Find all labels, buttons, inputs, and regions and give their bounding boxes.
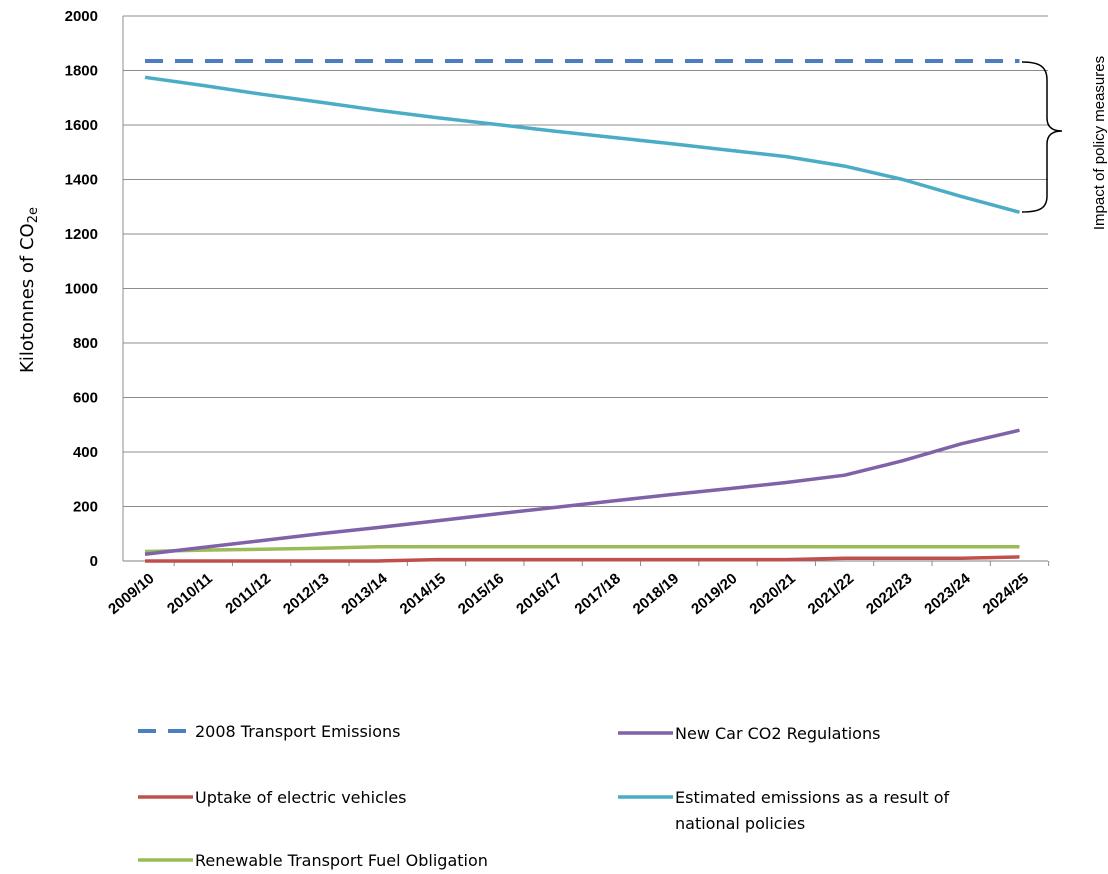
y-tick-label: 600 <box>73 390 98 407</box>
series-line <box>144 428 1020 556</box>
y-tick-label: 1200 <box>65 226 98 243</box>
x-tick-label: 2011/12 <box>222 570 274 617</box>
y-tick-label: 200 <box>73 499 98 516</box>
x-tick-label: 2020/21 <box>746 570 798 618</box>
x-tick-label: 2018/19 <box>630 570 682 618</box>
series-line <box>144 545 1020 554</box>
legend: 2008 Transport Emissions New Car CO2 Regu… <box>138 722 950 870</box>
series-lines <box>144 59 1020 563</box>
impact-brace <box>1021 61 1063 213</box>
x-tick-label: 2019/20 <box>688 570 740 618</box>
y-tick-label: 400 <box>73 444 98 461</box>
y-tick-label: 1000 <box>65 281 98 298</box>
legend-item: Estimated emissions as a result of nation… <box>618 788 950 833</box>
y-axis-ticks: 0 200 400 600 800 1000 1200 1400 1600 1800 2000 <box>65 8 98 570</box>
x-tick-label: 2022/23 <box>863 570 915 618</box>
legend-item: Renewable Transport Fuel Obligation <box>138 851 488 870</box>
legend-item: 2008 Transport Emissions <box>138 722 401 741</box>
x-tick-label: 2010/11 <box>164 570 216 617</box>
legend-label: 2008 Transport Emissions <box>195 722 401 741</box>
legend-label-line2: national policies <box>675 814 805 833</box>
legend-label: Uptake of electric vehicles <box>195 788 407 807</box>
y-tick-label: 0 <box>90 553 98 570</box>
x-tick-label: 2017/18 <box>571 570 623 618</box>
x-tick-label: 2012/13 <box>280 570 332 618</box>
y-tick-label: 2000 <box>65 8 98 25</box>
y-axis-label: Kilotonnes of CO2e <box>17 207 41 373</box>
series-line <box>144 75 1020 214</box>
legend-label: New Car CO2 Regulations <box>675 724 880 743</box>
gridlines <box>122 15 1048 562</box>
y-tick-label: 1400 <box>65 172 98 189</box>
x-tick-label: 2015/16 <box>455 570 507 618</box>
x-tick-label: 2009/10 <box>105 570 157 618</box>
legend-label: Estimated emissions as a result of <box>675 788 950 807</box>
x-tick-label: 2021/22 <box>805 570 857 618</box>
legend-label: Renewable Transport Fuel Obligation <box>195 851 488 870</box>
x-tick-label: 2016/17 <box>513 570 565 618</box>
series-line <box>145 555 1020 563</box>
legend-item: Uptake of electric vehicles <box>138 788 407 807</box>
legend-item: New Car CO2 Regulations <box>618 724 880 743</box>
x-tick-label: 2023/24 <box>921 570 974 618</box>
y-tick-label: 800 <box>73 335 98 352</box>
x-tick-label: 2014/15 <box>397 570 449 618</box>
x-axis-ticks: 2009/10 2010/11 2011/12 2012/13 2013/14 2014/… <box>105 561 1050 618</box>
x-tick-label: 2013/14 <box>338 570 391 618</box>
x-tick-label: 2024/25 <box>980 570 1032 618</box>
y-tick-label: 1800 <box>65 63 98 80</box>
impact-annotation: Impact of policy measures <box>1091 56 1108 230</box>
y-tick-label: 1600 <box>65 117 98 134</box>
